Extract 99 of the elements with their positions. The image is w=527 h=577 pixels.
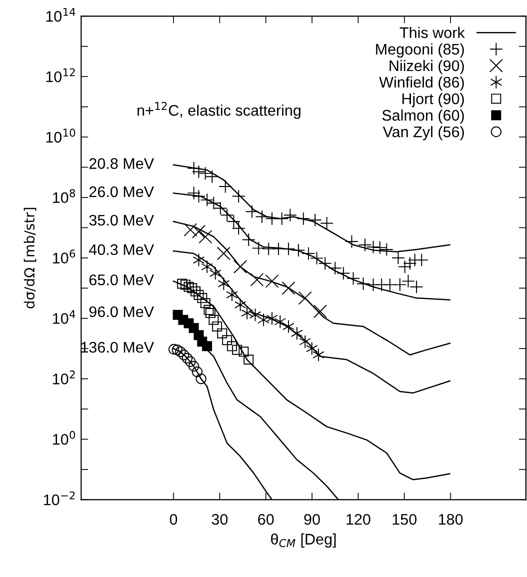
y-tick-label: 10$^{0}$ bbox=[53, 430, 76, 445]
x-tick-label: 150 bbox=[392, 514, 417, 525]
point bbox=[336, 266, 350, 280]
x-tick-label: 120 bbox=[346, 514, 370, 525]
point bbox=[197, 293, 208, 304]
point bbox=[190, 286, 201, 296]
point bbox=[283, 208, 297, 222]
point bbox=[192, 165, 206, 178]
annotation: 35.0 MeV bbox=[89, 214, 154, 226]
point bbox=[403, 256, 417, 270]
annotation: 20.8 MeV bbox=[89, 158, 154, 169]
y-tick-label: 10$^{14}$ bbox=[46, 8, 76, 22]
point bbox=[208, 314, 219, 325]
point bbox=[356, 276, 370, 290]
point bbox=[200, 298, 210, 308]
point bbox=[204, 304, 214, 315]
line-series bbox=[172, 220, 450, 356]
y-tick-label: 10$^{2}$ bbox=[53, 370, 75, 384]
point bbox=[172, 344, 183, 356]
point bbox=[222, 335, 232, 346]
point bbox=[205, 308, 216, 318]
legend-label: This work bbox=[400, 26, 465, 38]
point bbox=[216, 246, 230, 260]
line-series bbox=[172, 250, 450, 394]
point bbox=[192, 366, 203, 378]
point bbox=[298, 291, 312, 305]
annotation: n+$^{12}$C, elastic scattering bbox=[138, 102, 300, 119]
point bbox=[178, 350, 190, 360]
point bbox=[196, 373, 206, 384]
point bbox=[393, 278, 407, 292]
point bbox=[282, 281, 296, 295]
point bbox=[212, 321, 222, 332]
y-axis-title: dσ/dΩ [mb/str] bbox=[24, 208, 36, 308]
point bbox=[410, 280, 424, 294]
point bbox=[391, 251, 405, 265]
point bbox=[198, 166, 212, 180]
x-tick-label: 30 bbox=[212, 514, 228, 525]
y-tick-label: 10$^{−2}$ bbox=[44, 491, 75, 506]
point bbox=[358, 238, 372, 252]
point bbox=[205, 170, 219, 184]
point bbox=[242, 232, 256, 246]
point bbox=[232, 189, 246, 203]
y-tick-label: 10$^{6}$ bbox=[53, 250, 76, 264]
point bbox=[184, 223, 198, 237]
point bbox=[252, 241, 266, 255]
point bbox=[380, 242, 394, 256]
point bbox=[187, 283, 198, 294]
point bbox=[398, 260, 412, 274]
legend-label: Van Zyl (56) bbox=[382, 126, 464, 140]
point bbox=[184, 282, 194, 292]
point bbox=[244, 354, 254, 365]
point bbox=[206, 196, 220, 210]
point bbox=[320, 216, 334, 230]
y-tick-label: 10$^{8}$ bbox=[53, 189, 76, 204]
point bbox=[232, 222, 246, 236]
point bbox=[182, 352, 193, 364]
point bbox=[168, 344, 180, 355]
point bbox=[220, 208, 234, 222]
point bbox=[328, 261, 342, 275]
point bbox=[238, 346, 249, 357]
point bbox=[318, 256, 332, 270]
annotation: 40.3 MeV bbox=[89, 244, 154, 256]
point bbox=[198, 230, 212, 244]
point bbox=[217, 328, 228, 338]
y-tick-label: 10$^{4}$ bbox=[53, 310, 76, 324]
point bbox=[175, 346, 186, 358]
legend-label: Hjort (90) bbox=[402, 92, 464, 108]
point bbox=[202, 341, 212, 352]
point bbox=[296, 212, 310, 226]
legend-label: Megooni (85) bbox=[376, 43, 464, 58]
y-tick-label: 10$^{12}$ bbox=[46, 68, 75, 82]
annotation: 65.0 MeV bbox=[89, 274, 154, 286]
annotation: 96.0 MeV bbox=[89, 306, 154, 318]
y-tick-label: 10$^{10}$ bbox=[46, 128, 76, 143]
legend-label: Salmon (60) bbox=[382, 110, 464, 124]
point bbox=[292, 243, 306, 257]
annotation: 26.0 MeV bbox=[89, 186, 154, 198]
annotation: 136.0 MeV bbox=[81, 342, 154, 353]
point bbox=[226, 341, 237, 352]
point bbox=[185, 356, 196, 367]
point bbox=[194, 290, 204, 300]
legend-label: Niizeki (90) bbox=[390, 60, 464, 74]
point bbox=[214, 202, 228, 215]
point bbox=[346, 272, 360, 286]
x-axis-title: θ$_{CM}$ [Deg] bbox=[271, 533, 336, 548]
point bbox=[313, 304, 327, 318]
point bbox=[401, 274, 415, 288]
point bbox=[234, 260, 248, 274]
point bbox=[192, 224, 206, 238]
point bbox=[366, 240, 380, 254]
x-tick-label: 60 bbox=[258, 514, 274, 525]
point bbox=[310, 251, 324, 265]
x-tick-label: 90 bbox=[304, 514, 320, 525]
point bbox=[232, 344, 242, 355]
x-tick-label: 0 bbox=[170, 514, 178, 525]
x-tick-label: 180 bbox=[438, 514, 463, 525]
point bbox=[180, 280, 191, 290]
point bbox=[188, 360, 200, 372]
point bbox=[177, 278, 188, 289]
